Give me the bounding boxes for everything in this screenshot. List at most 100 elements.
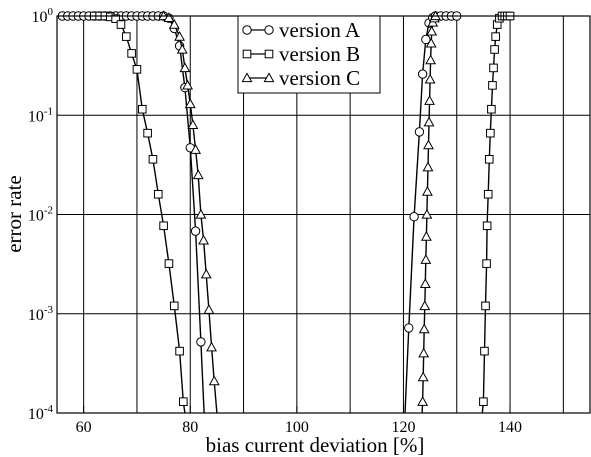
data-point-circle (417, 69, 428, 79)
data-point-triangle (419, 278, 431, 289)
y-tick-exponent: -3 (44, 304, 54, 316)
data-point-square (482, 221, 492, 231)
y-tick-exponent: -4 (44, 403, 54, 415)
x-tick-label: 120 (391, 419, 415, 436)
data-point-triangle (203, 304, 215, 314)
data-point-triangle (418, 347, 430, 358)
data-point-square (164, 259, 174, 268)
data-point-square (127, 49, 136, 58)
data-point-square (490, 45, 499, 54)
legend-marker-triangle (241, 72, 253, 83)
data-point-triangle (417, 396, 429, 406)
data-point-triangle (200, 268, 212, 279)
data-point-triangle (425, 37, 437, 48)
legend-box (237, 15, 381, 94)
y-tick-label: 10-1 (28, 105, 53, 125)
data-point-square (489, 63, 498, 73)
data-point-square (159, 221, 168, 231)
legend-marker-circle (264, 25, 274, 35)
data-point-triangle (176, 43, 188, 54)
data-point-square (480, 346, 489, 356)
data-point-square (491, 32, 500, 41)
data-point-triangle (192, 169, 204, 180)
data-point-triangle (423, 116, 435, 127)
data-point-square (482, 259, 491, 268)
data-point-square (116, 20, 126, 29)
data-point-triangle (424, 95, 436, 105)
data-point-triangle (418, 323, 430, 334)
x-tick-label: 60 (76, 419, 92, 436)
data-point-triangle (425, 54, 437, 65)
y-tick-base: 10 (28, 307, 44, 324)
data-point-triangle (206, 341, 218, 352)
data-point-triangle (187, 119, 199, 130)
data-point-triangle (421, 208, 433, 219)
data-point-square (484, 154, 494, 164)
data-point-square (111, 14, 120, 23)
legend-label: version A (279, 18, 361, 42)
legend-marker-triangle (263, 72, 275, 83)
data-point-circle (414, 127, 425, 137)
y-tick-label: 100 (32, 6, 54, 26)
y-tick-base: 10 (28, 108, 44, 125)
x-tick-label: 140 (498, 419, 522, 436)
legend-label: version B (279, 42, 360, 66)
y-tick-exponent: 0 (48, 6, 54, 18)
data-point-square (137, 104, 147, 114)
data-point-circle (190, 226, 201, 236)
data-point-triangle (174, 30, 186, 41)
y-tick-base: 10 (32, 9, 48, 26)
data-point-triangle (163, 12, 175, 22)
series-line-triangle (421, 15, 437, 414)
data-point-triangle (423, 139, 434, 150)
data-point-triangle (182, 79, 194, 90)
data-point-triangle (419, 300, 431, 311)
data-point-square (488, 81, 497, 90)
data-point-square (486, 128, 495, 138)
data-point-triangle (424, 73, 436, 84)
y-axis-title: error rate (2, 175, 26, 253)
legend-marker-circle (242, 25, 252, 35)
data-point-triangle (190, 144, 202, 154)
y-tick-exponent: -1 (44, 105, 53, 117)
y-tick-label: 10-3 (28, 304, 54, 324)
data-point-triangle (198, 234, 210, 245)
data-point-square (479, 397, 488, 406)
y-tick-base: 10 (28, 208, 44, 225)
data-point-triangle (168, 18, 180, 29)
data-point-triangle (184, 98, 196, 109)
data-point-square (481, 301, 490, 311)
x-axis-title: bias current deviation [%] (206, 433, 425, 457)
y-tick-base: 10 (28, 406, 44, 423)
data-point-triangle (421, 185, 433, 196)
data-point-square (483, 189, 493, 199)
data-point-square (121, 32, 131, 41)
data-point-triangle (426, 25, 438, 36)
data-point-circle (409, 212, 419, 222)
data-point-square (143, 128, 152, 138)
legend-label: version C (279, 66, 360, 90)
y-tick-exponent: -2 (44, 205, 53, 217)
data-point-circle (404, 323, 414, 333)
data-point-triangle (420, 230, 432, 241)
data-point-triangle (195, 208, 207, 219)
data-point-square (132, 65, 142, 74)
data-point-square (153, 189, 163, 199)
data-point-square (169, 301, 179, 311)
data-point-triangle (179, 62, 191, 73)
y-tick-label: 10-4 (28, 403, 54, 423)
data-point-triangle (420, 254, 432, 264)
data-point-circle (196, 337, 206, 347)
legend-marker-square (242, 49, 252, 59)
data-point-triangle (208, 375, 220, 386)
data-point-triangle (422, 161, 434, 172)
data-point-square (148, 154, 158, 164)
x-tick-label: 80 (182, 419, 198, 436)
data-point-square (179, 397, 188, 406)
data-point-square (175, 346, 184, 356)
x-tick-label: 100 (285, 419, 309, 436)
data-point-triangle (417, 371, 429, 382)
